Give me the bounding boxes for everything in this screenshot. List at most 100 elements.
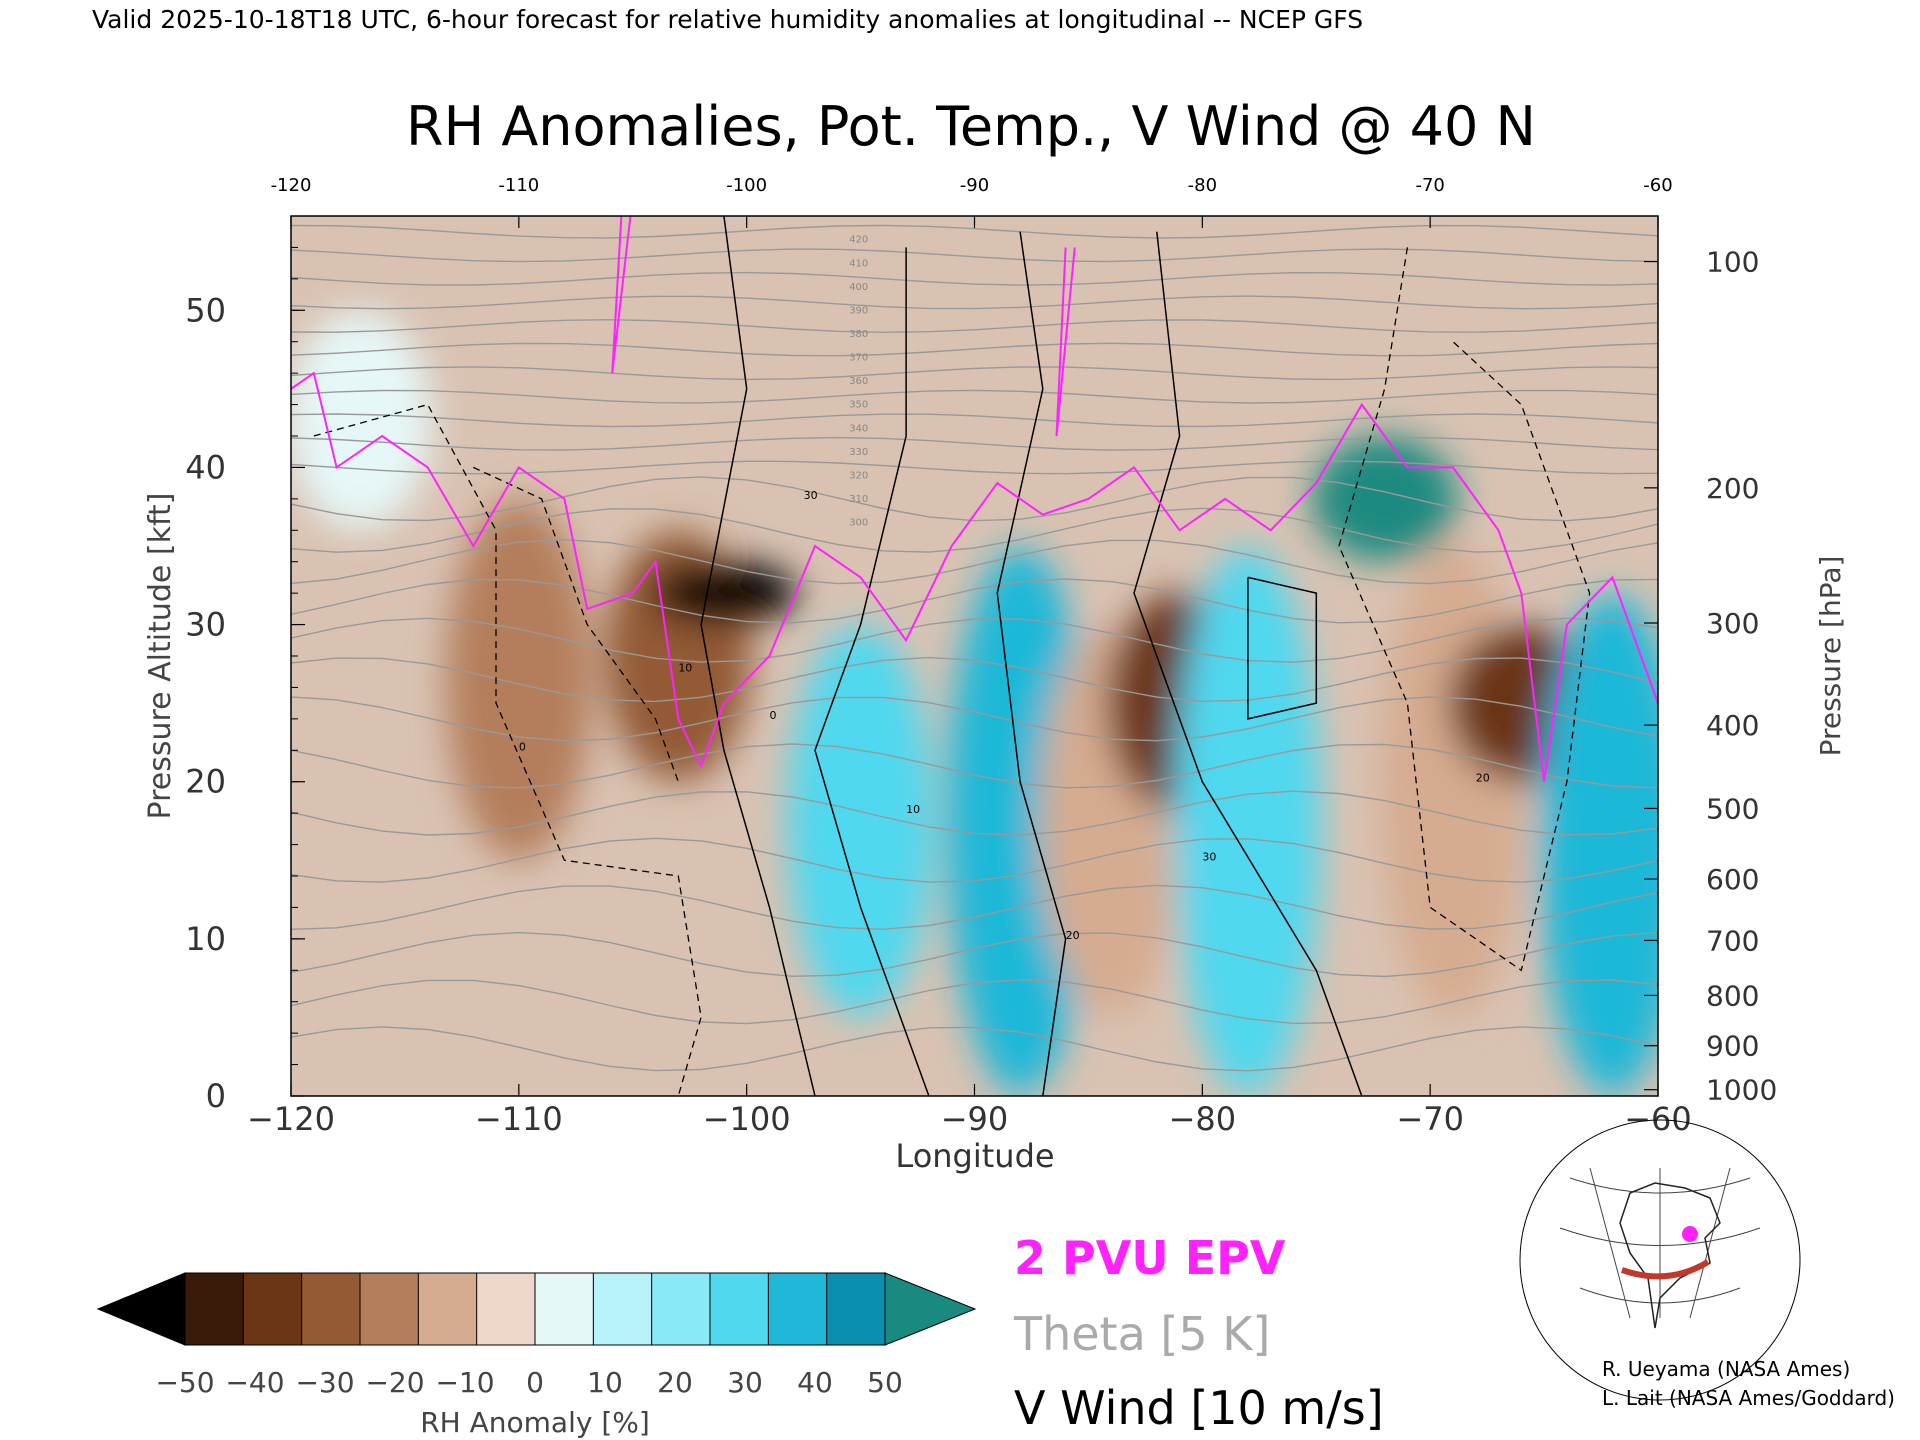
- epv-2pvu-contour: [291, 216, 1658, 782]
- vwind-label: 20: [1476, 772, 1490, 785]
- colorbar-tick-label: 20: [657, 1366, 693, 1399]
- theta-label: 320: [849, 470, 868, 481]
- theta-line: [291, 342, 1658, 357]
- colorbar-tick-label: −20: [365, 1366, 424, 1399]
- vwind-solid-line: [1133, 231, 1363, 1096]
- theta-label: 410: [849, 258, 868, 269]
- y-tick-label: 40: [185, 448, 226, 486]
- top-tick-label: -80: [1188, 175, 1217, 196]
- rh-band: [1174, 546, 1321, 1096]
- colorbar-tick-label: 0: [526, 1366, 544, 1399]
- theta-line: [291, 884, 1658, 931]
- pressure-tick-labels: 100 200 300 400 500 600 700 800 900 1000: [1706, 246, 1777, 1107]
- colorbar-tick-label: −50: [155, 1366, 214, 1399]
- theta-line: [291, 476, 1658, 522]
- credit-line-2: L. Lait (NASA Ames/Goddard): [1602, 1386, 1895, 1410]
- pressure-tick-label: 900: [1706, 1030, 1759, 1063]
- colorbar-tick-label: −30: [295, 1366, 354, 1399]
- vwind-label: 0: [769, 709, 776, 722]
- rh-band: [291, 310, 433, 531]
- vwind-dashed-line: [1338, 247, 1591, 972]
- rh-band: [787, 624, 934, 1018]
- theta-line: [291, 413, 1658, 428]
- y-tick-label: 10: [185, 920, 226, 958]
- colorbar-tick-label: 10: [587, 1366, 623, 1399]
- legend-epv: 2 PVU EPV: [1014, 1231, 1286, 1285]
- pressure-tick-label: 700: [1706, 924, 1759, 957]
- vwind-solid-line: [996, 231, 1067, 1096]
- y-tick-label: 0: [206, 1077, 226, 1115]
- colorbar-swatch: [709, 1272, 770, 1346]
- credit-line-1: R. Ueyama (NASA Ames): [1602, 1357, 1850, 1381]
- theta-label: 400: [849, 282, 868, 293]
- colorbar-swatch: [359, 1272, 420, 1346]
- frame-ticks: [290, 215, 1659, 1097]
- x-tick-label: −80: [1169, 1100, 1237, 1138]
- theta-line: [291, 790, 1658, 836]
- rh-anomaly-field: [291, 310, 1658, 1096]
- cross-section-path: [1621, 1259, 1710, 1280]
- colorbar-swatch: [184, 1272, 245, 1346]
- theta-line: [291, 696, 1658, 742]
- pressure-tick-label: 1000: [1706, 1074, 1777, 1107]
- pressure-tick-label: 300: [1706, 607, 1759, 640]
- top-tick-label: -120: [271, 175, 312, 196]
- theta-line: [291, 1026, 1658, 1072]
- vwind-dashed-line: [473, 466, 679, 782]
- vwind-label: 30: [804, 489, 818, 502]
- pressure-tick-label: 800: [1706, 979, 1759, 1012]
- vwind-solid-line: [1247, 576, 1318, 720]
- epv-spike: [611, 216, 632, 374]
- colorbar-swatch: [826, 1272, 887, 1346]
- valid-line: Valid 2025-10-18T18 UTC, 6-hour forecast…: [92, 5, 1363, 34]
- colorbar-high-arrow: [884, 1272, 977, 1346]
- colorbar-swatch: [242, 1272, 303, 1346]
- theta-label: 350: [849, 400, 868, 411]
- locator-map: [1519, 1119, 1801, 1401]
- theta-label: 390: [849, 305, 868, 316]
- vwind-label: 10: [678, 662, 692, 675]
- legend-vwind: V Wind [10 m/s]: [1014, 1381, 1384, 1435]
- x-axis-label: Longitude: [895, 1137, 1054, 1175]
- y-axis-label: Pressure Altitude [kft]: [143, 493, 178, 820]
- colorbar: −50 −40 −30 −20 −10 0 10 20 30 40 50 RH Anomaly [%…: [96, 1272, 977, 1439]
- vwind-label: 10: [906, 803, 920, 816]
- theta-line: [291, 460, 1658, 475]
- theta-label: 420: [849, 235, 868, 246]
- y-tick-label: 30: [185, 606, 226, 644]
- theta-label: 340: [849, 423, 868, 434]
- y-tick-label: 20: [185, 763, 226, 801]
- theta-line: [291, 248, 1658, 263]
- rh-band: [1380, 546, 1526, 1018]
- colorbar-swatch: [476, 1272, 536, 1346]
- colorbar-label: RH Anomaly [%]: [420, 1406, 650, 1439]
- x-tick-label: −60: [1624, 1100, 1692, 1138]
- y-axis-tick-labels: 0 10 20 30 40 50: [185, 291, 226, 1115]
- rh-band: [1539, 593, 1658, 1096]
- theta-label: 300: [849, 518, 868, 529]
- top-tick-label: -70: [1415, 175, 1444, 196]
- pressure-tick-label: 600: [1706, 863, 1759, 896]
- top-tick-label: -100: [726, 175, 767, 196]
- theta-line: [291, 538, 1658, 585]
- theta-line: [291, 271, 1658, 286]
- location-marker: [1682, 1226, 1698, 1242]
- theta-label: 360: [849, 376, 868, 387]
- theta-label: 370: [849, 353, 868, 364]
- x-axis-tick-labels: −120 −110 −100 −90 −80 −70 −60: [247, 1100, 1692, 1138]
- rh-band: [650, 561, 797, 625]
- colorbar-swatch: [534, 1272, 595, 1346]
- theta-line: [291, 507, 1658, 553]
- epv-line-path: [291, 371, 1658, 782]
- colorbar-swatch: [417, 1272, 478, 1346]
- vwind-solid-line: [814, 247, 930, 1096]
- pressure-tick-label: 500: [1706, 792, 1759, 825]
- theta-line: [291, 389, 1658, 404]
- top-tick-label: -110: [498, 175, 539, 196]
- x-tick-label: −110: [475, 1100, 563, 1138]
- theta-label: 330: [849, 447, 868, 458]
- colorbar-swatches: [96, 1272, 977, 1346]
- x-tick-label: −100: [703, 1100, 791, 1138]
